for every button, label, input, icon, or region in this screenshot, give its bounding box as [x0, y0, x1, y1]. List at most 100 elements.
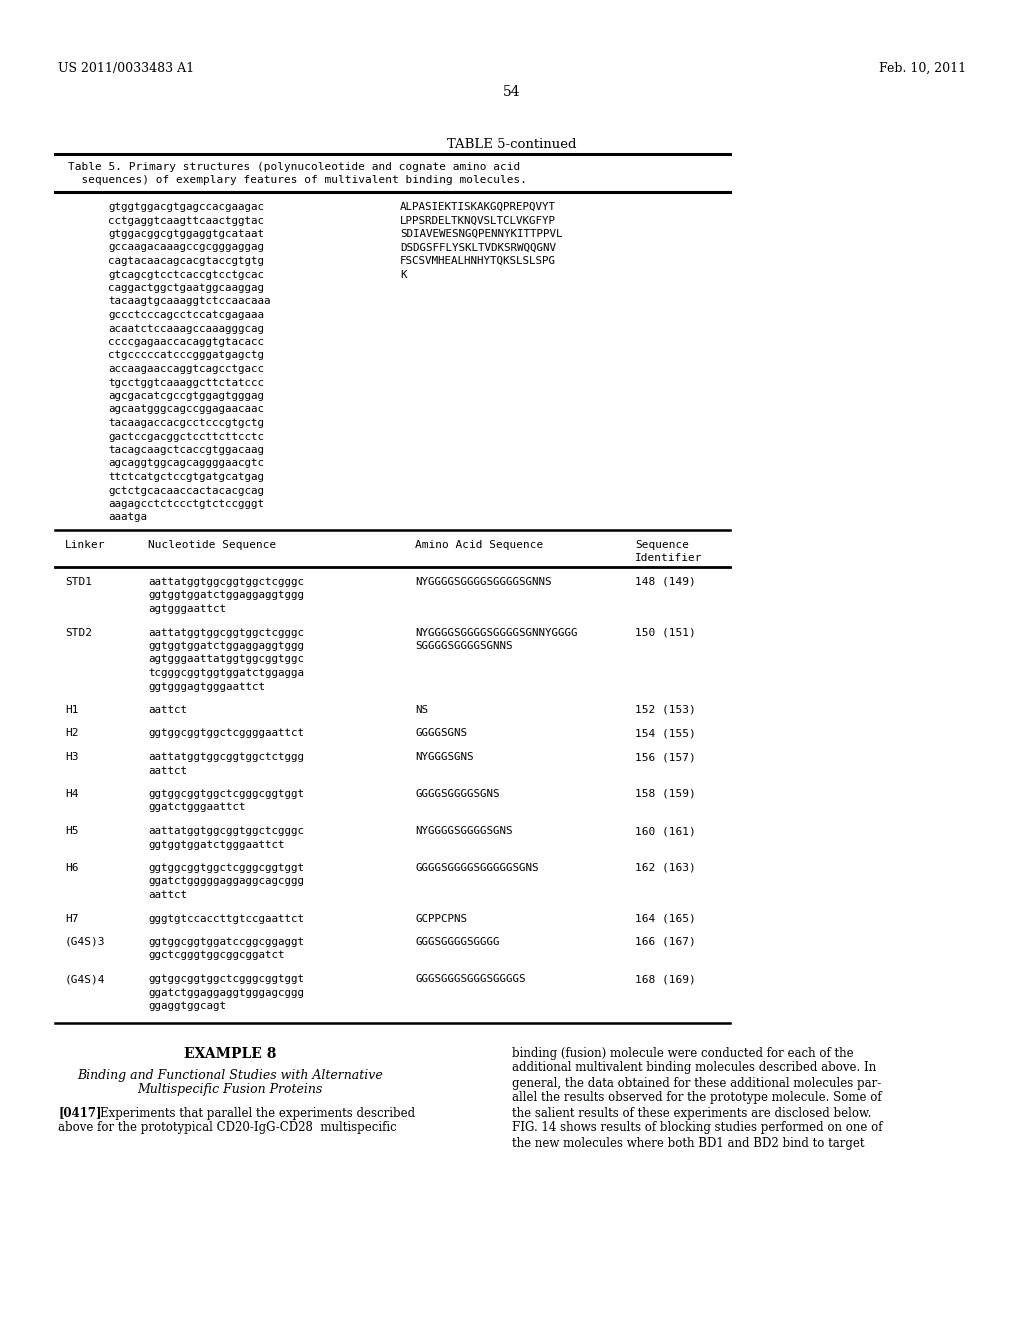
- Text: Multispecific Fusion Proteins: Multispecific Fusion Proteins: [137, 1084, 323, 1097]
- Text: 166 (167): 166 (167): [635, 937, 695, 946]
- Text: general, the data obtained for these additional molecules par-: general, the data obtained for these add…: [512, 1077, 882, 1089]
- Text: ggtggcggtggctcgggcggtggt: ggtggcggtggctcgggcggtggt: [148, 863, 304, 873]
- Text: agcgacatcgccgtggagtgggag: agcgacatcgccgtggagtgggag: [108, 391, 264, 401]
- Text: ggtggtggatctggaggaggtggg: ggtggtggatctggaggaggtggg: [148, 590, 304, 601]
- Text: NYGGGSGNS: NYGGGSGNS: [415, 752, 473, 762]
- Text: ggtggcggtggctcgggcggtggt: ggtggcggtggctcgggcggtggt: [148, 789, 304, 799]
- Text: (G4S)4: (G4S)4: [65, 974, 105, 983]
- Text: ggctcgggtggcggcggatct: ggctcgggtggcggcggatct: [148, 950, 285, 961]
- Text: ttctcatgctccgtgatgcatgag: ttctcatgctccgtgatgcatgag: [108, 473, 264, 482]
- Text: gtcagcgtcctcaccgtcctgcac: gtcagcgtcctcaccgtcctgcac: [108, 269, 264, 280]
- Text: gactccgacggctccttcttcctc: gactccgacggctccttcttcctc: [108, 432, 264, 441]
- Text: STD2: STD2: [65, 627, 92, 638]
- Text: 54: 54: [503, 84, 521, 99]
- Text: ggtggtggatctggaggaggtggg: ggtggtggatctggaggaggtggg: [148, 642, 304, 651]
- Text: K: K: [400, 269, 407, 280]
- Text: aaatga: aaatga: [108, 512, 147, 523]
- Text: aattatggtggcggtggctcgggc: aattatggtggcggtggctcgggc: [148, 577, 304, 587]
- Text: aattct: aattct: [148, 705, 187, 715]
- Text: FIG. 14 shows results of blocking studies performed on one of: FIG. 14 shows results of blocking studie…: [512, 1122, 883, 1134]
- Text: aattatggtggcggtggctctggg: aattatggtggcggtggctctggg: [148, 752, 304, 762]
- Text: the new molecules where both BD1 and BD2 bind to target: the new molecules where both BD1 and BD2…: [512, 1137, 864, 1150]
- Text: EXAMPLE 8: EXAMPLE 8: [184, 1047, 276, 1060]
- Text: NYGGGGSGGGGSGGGGSGNNYGGGG: NYGGGGSGGGGSGGGGSGNNYGGGG: [415, 627, 578, 638]
- Text: H1: H1: [65, 705, 79, 715]
- Text: ggtggcggtggctcggggaattct: ggtggcggtggctcggggaattct: [148, 729, 304, 738]
- Text: GCPPCPNS: GCPPCPNS: [415, 913, 467, 924]
- Text: tacagcaagctcaccgtggacaag: tacagcaagctcaccgtggacaag: [108, 445, 264, 455]
- Text: aattatggtggcggtggctcgggc: aattatggtggcggtggctcgggc: [148, 627, 304, 638]
- Text: agtgggaattatggtggcggtggc: agtgggaattatggtggcggtggc: [148, 655, 304, 664]
- Text: Table 5. Primary structures (polynucoleotide and cognate amino acid: Table 5. Primary structures (polynucoleo…: [68, 162, 520, 172]
- Text: gtggacggcgtggaggtgcataat: gtggacggcgtggaggtgcataat: [108, 228, 264, 239]
- Text: the salient results of these experiments are disclosed below.: the salient results of these experiments…: [512, 1106, 871, 1119]
- Text: tacaagtgcaaaggtctccaacaaa: tacaagtgcaaaggtctccaacaaa: [108, 297, 270, 306]
- Text: cctgaggtcaagttcaactggtac: cctgaggtcaagttcaactggtac: [108, 215, 264, 226]
- Text: sequences) of exemplary features of multivalent binding molecules.: sequences) of exemplary features of mult…: [68, 176, 527, 185]
- Text: ggtggtggatctgggaattct: ggtggtggatctgggaattct: [148, 840, 285, 850]
- Text: [0417]: [0417]: [58, 1106, 101, 1119]
- Text: TABLE 5-continued: TABLE 5-continued: [447, 139, 577, 150]
- Text: NYGGGGSGGGGSGGGGSGNNS: NYGGGGSGGGGSGGGGSGNNS: [415, 577, 552, 587]
- Text: tgcctggtcaaaggcttctatccc: tgcctggtcaaaggcttctatccc: [108, 378, 264, 388]
- Text: Identifier: Identifier: [635, 553, 702, 564]
- Text: 162 (163): 162 (163): [635, 863, 695, 873]
- Text: ggtggcggtggatccggcggaggt: ggtggcggtggatccggcggaggt: [148, 937, 304, 946]
- Text: aattct: aattct: [148, 766, 187, 776]
- Text: gccaagacaaagccgcgggaggag: gccaagacaaagccgcgggaggag: [108, 243, 264, 252]
- Text: STD1: STD1: [65, 577, 92, 587]
- Text: GGGSGGGSGGGSGGGGS: GGGSGGGSGGGSGGGGS: [415, 974, 525, 983]
- Text: agtgggaattct: agtgggaattct: [148, 605, 226, 614]
- Text: 152 (153): 152 (153): [635, 705, 695, 715]
- Text: aattatggtggcggtggctcgggc: aattatggtggcggtggctcgggc: [148, 826, 304, 836]
- Text: SDIAVEWESNGQPENNYKITTPPVL: SDIAVEWESNGQPENNYKITTPPVL: [400, 228, 562, 239]
- Text: DSDGSFFLYSKLTVDKSRWQQGNV: DSDGSFFLYSKLTVDKSRWQQGNV: [400, 243, 556, 252]
- Text: ccccgagaaccacaggtgtacacc: ccccgagaaccacaggtgtacacc: [108, 337, 264, 347]
- Text: ggatctgggggaggaggcagcggg: ggatctgggggaggaggcagcggg: [148, 876, 304, 887]
- Text: LPPSRDELTKNQVSLTCLVKGFYP: LPPSRDELTKNQVSLTCLVKGFYP: [400, 215, 556, 226]
- Text: agcaggtggcagcaggggaacgtc: agcaggtggcagcaggggaacgtc: [108, 458, 264, 469]
- Text: above for the prototypical CD20-IgG-CD28  multispecific: above for the prototypical CD20-IgG-CD28…: [58, 1122, 396, 1134]
- Text: GGGSGGGGSGGGG: GGGSGGGGSGGGG: [415, 937, 500, 946]
- Text: cagtacaacagcacgtaccgtgtg: cagtacaacagcacgtaccgtgtg: [108, 256, 264, 267]
- Text: US 2011/0033483 A1: US 2011/0033483 A1: [58, 62, 195, 75]
- Text: ggtggcggtggctcgggcggtggt: ggtggcggtggctcgggcggtggt: [148, 974, 304, 983]
- Text: acaatctccaaagccaaagggcag: acaatctccaaagccaaagggcag: [108, 323, 264, 334]
- Text: gccctcccagcctccatcgagaaa: gccctcccagcctccatcgagaaa: [108, 310, 264, 319]
- Text: Amino Acid Sequence: Amino Acid Sequence: [415, 540, 544, 550]
- Text: ggtgggagtgggaattct: ggtgggagtgggaattct: [148, 681, 265, 692]
- Text: NS: NS: [415, 705, 428, 715]
- Text: H2: H2: [65, 729, 79, 738]
- Text: ggaggtggcagt: ggaggtggcagt: [148, 1001, 226, 1011]
- Text: tacaagaccacgcctcccgtgctg: tacaagaccacgcctcccgtgctg: [108, 418, 264, 428]
- Text: gggtgtccaccttgtccgaattct: gggtgtccaccttgtccgaattct: [148, 913, 304, 924]
- Text: ctgcccccatcccgggatgagctg: ctgcccccatcccgggatgagctg: [108, 351, 264, 360]
- Text: H3: H3: [65, 752, 79, 762]
- Text: FSCSVMHEALHNHYTQKSLSLSPG: FSCSVMHEALHNHYTQKSLSLSPG: [400, 256, 556, 267]
- Text: 150 (151): 150 (151): [635, 627, 695, 638]
- Text: 160 (161): 160 (161): [635, 826, 695, 836]
- Text: 158 (159): 158 (159): [635, 789, 695, 799]
- Text: 148 (149): 148 (149): [635, 577, 695, 587]
- Text: ggatctggaggaggtgggagcggg: ggatctggaggaggtgggagcggg: [148, 987, 304, 998]
- Text: GGGGSGNS: GGGGSGNS: [415, 729, 467, 738]
- Text: Nucleotide Sequence: Nucleotide Sequence: [148, 540, 276, 550]
- Text: gtggtggacgtgagccacgaagac: gtggtggacgtgagccacgaagac: [108, 202, 264, 213]
- Text: 156 (157): 156 (157): [635, 752, 695, 762]
- Text: additional multivalent binding molecules described above. In: additional multivalent binding molecules…: [512, 1061, 877, 1074]
- Text: H4: H4: [65, 789, 79, 799]
- Text: ALPASIEKTISKAKGQPREPQVYT: ALPASIEKTISKAKGQPREPQVYT: [400, 202, 556, 213]
- Text: Binding and Functional Studies with Alternative: Binding and Functional Studies with Alte…: [77, 1068, 383, 1081]
- Text: SGGGGSGGGGSGNNS: SGGGGSGGGGSGNNS: [415, 642, 512, 651]
- Text: aagagcctctccctgtctccgggt: aagagcctctccctgtctccgggt: [108, 499, 264, 510]
- Text: accaagaaccaggtcagcctgacc: accaagaaccaggtcagcctgacc: [108, 364, 264, 374]
- Text: binding (fusion) molecule were conducted for each of the: binding (fusion) molecule were conducted…: [512, 1047, 854, 1060]
- Text: aattct: aattct: [148, 890, 187, 900]
- Text: tcgggcggtggtggatctggagga: tcgggcggtggtggatctggagga: [148, 668, 304, 678]
- Text: Feb. 10, 2011: Feb. 10, 2011: [879, 62, 966, 75]
- Text: NYGGGGSGGGGSGNS: NYGGGGSGGGGSGNS: [415, 826, 512, 836]
- Text: caggactggctgaatggcaaggag: caggactggctgaatggcaaggag: [108, 282, 264, 293]
- Text: Experiments that parallel the experiments described: Experiments that parallel the experiment…: [100, 1106, 415, 1119]
- Text: (G4S)3: (G4S)3: [65, 937, 105, 946]
- Text: 168 (169): 168 (169): [635, 974, 695, 983]
